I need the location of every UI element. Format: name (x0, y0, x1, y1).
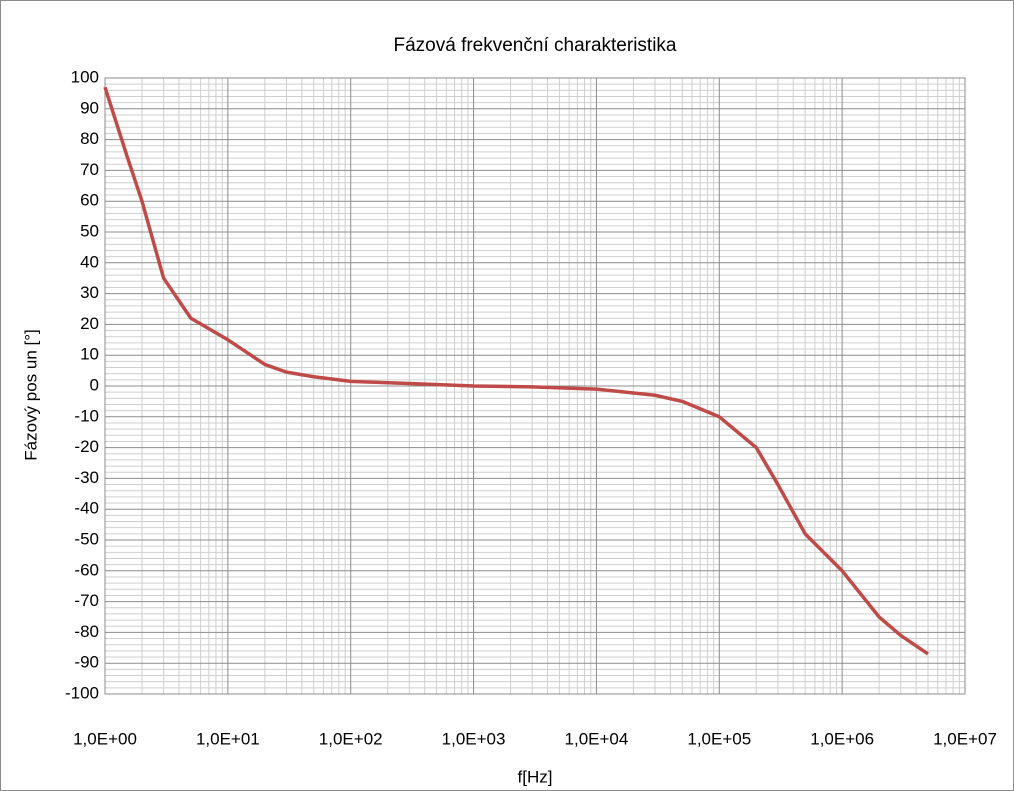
y-tick-label: -10 (74, 406, 99, 425)
y-tick-label: 100 (71, 67, 99, 86)
y-tick-label: 40 (80, 252, 99, 271)
y-tick-label: -40 (74, 499, 99, 518)
x-tick-label: 1,0E+06 (810, 729, 874, 748)
y-tick-label: -80 (74, 622, 99, 641)
y-tick-label: -60 (74, 560, 99, 579)
y-tick-label: 30 (80, 283, 99, 302)
y-tick-label: 50 (80, 221, 99, 240)
x-tick-label: 1,0E+01 (196, 729, 260, 748)
y-tick-label: -20 (74, 437, 99, 456)
x-tick-label: 1,0E+05 (687, 729, 751, 748)
y-tick-label: -50 (74, 529, 99, 548)
y-tick-label: 10 (80, 345, 99, 364)
y-tick-label: -30 (74, 468, 99, 487)
y-axis-label: Fázový pos un [°] (21, 329, 40, 461)
x-tick-label: 1,0E+03 (442, 729, 506, 748)
y-tick-label: -70 (74, 591, 99, 610)
chart-title: Fázová frekvenční charakteristika (393, 35, 676, 56)
x-axis-label: f[Hz] (518, 767, 553, 786)
y-tick-label: 0 (90, 375, 99, 394)
data-line (103, 86, 929, 656)
y-tick-label: 80 (80, 129, 99, 148)
plot-border (104, 77, 966, 695)
y-tick-label: -100 (65, 683, 99, 702)
x-tick-label: 1,0E+07 (933, 729, 997, 748)
y-tick-label: 20 (80, 314, 99, 333)
y-tick-label: 90 (80, 98, 99, 117)
y-tick-label: -90 (74, 653, 99, 672)
x-tick-label: 1,0E+02 (319, 729, 383, 748)
y-tick-label: 60 (80, 191, 99, 210)
y-tick-label: 70 (80, 160, 99, 179)
x-tick-label: 1,0E+00 (73, 729, 137, 748)
x-tick-label: 1,0E+04 (565, 729, 629, 748)
